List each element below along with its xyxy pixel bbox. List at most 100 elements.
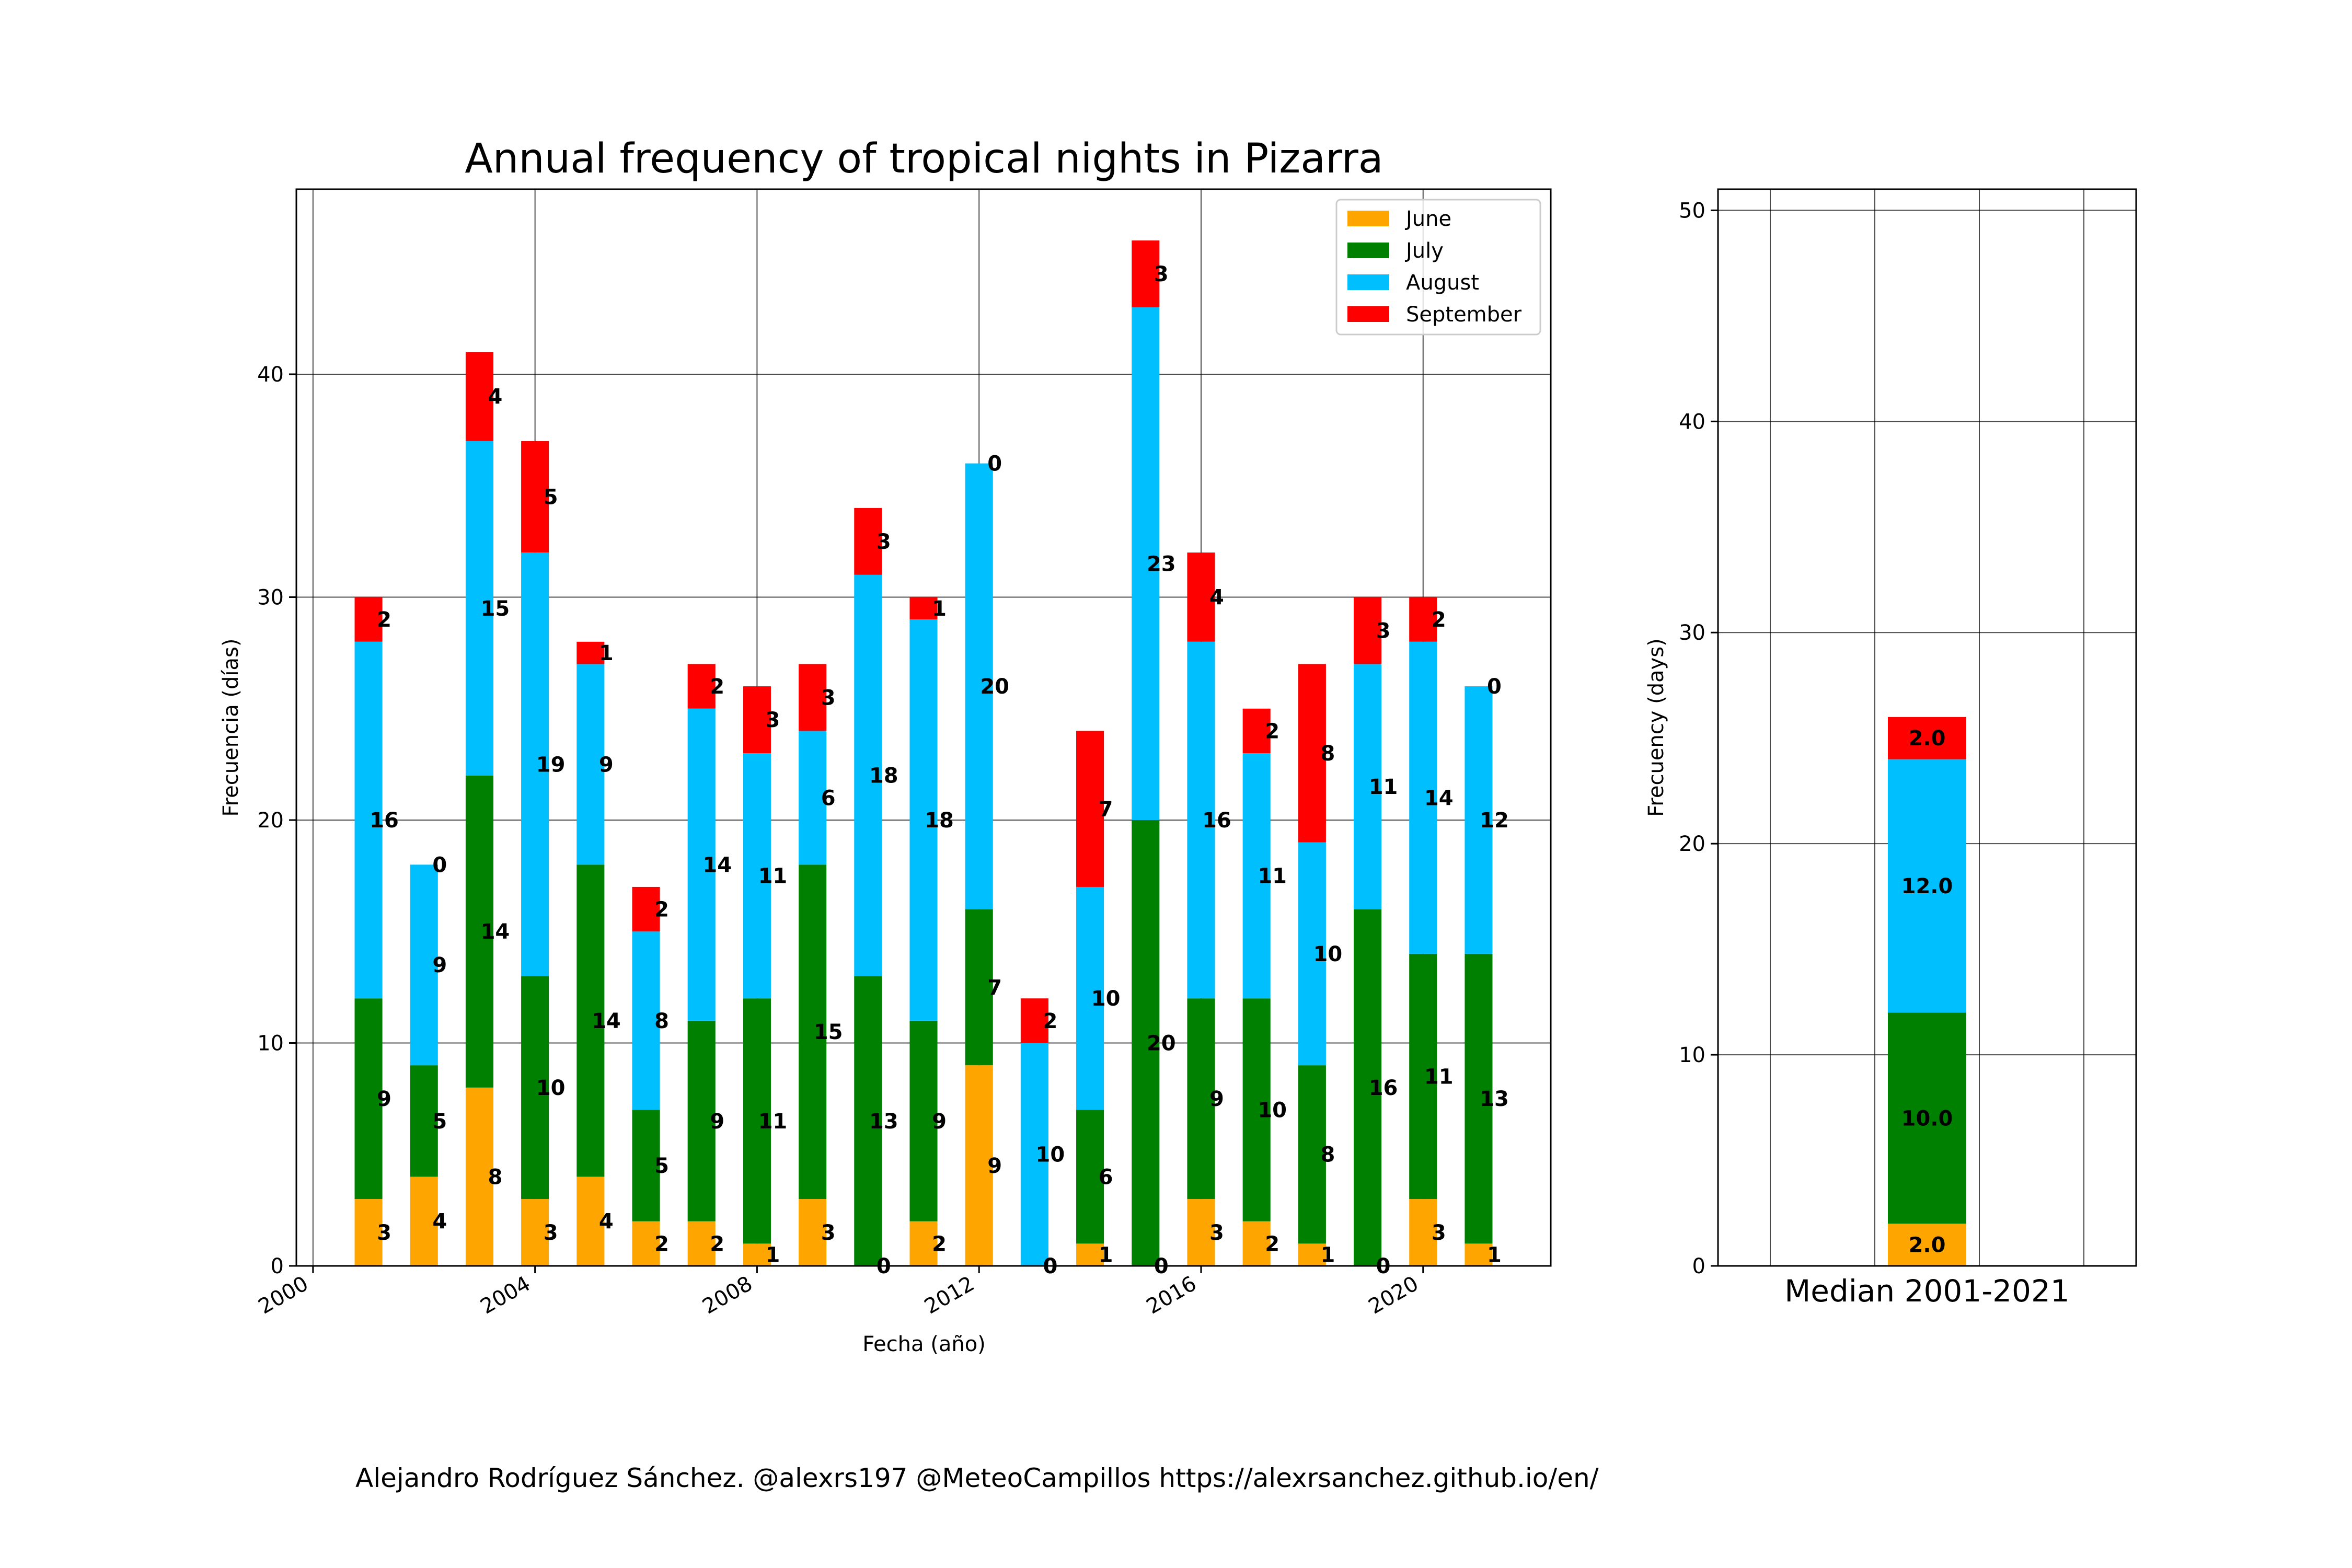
bar-label-july-2004: 10 bbox=[536, 1076, 566, 1100]
bar-label-september-2020: 2 bbox=[1432, 608, 1446, 632]
bar-segment-september-2013 bbox=[1020, 998, 1048, 1043]
bar-segment-september-2011 bbox=[909, 597, 938, 620]
bar-label-july-2010: 13 bbox=[869, 1110, 898, 1134]
bar-label-august-2017: 11 bbox=[1258, 864, 1287, 889]
median-y-tick-label: 50 bbox=[1679, 199, 1705, 223]
bar-label-july-2002: 5 bbox=[432, 1110, 447, 1134]
bar-segment-july-2012 bbox=[965, 909, 993, 1066]
median-plot-area: 2.0 10.0 12.0 2.0 0 10 20 30 40 50 bbox=[1679, 188, 2137, 1278]
bar-segment-august-2014 bbox=[1076, 886, 1104, 1110]
bar-label-august-2008: 11 bbox=[758, 864, 788, 889]
main-x-tick-label: 2008 bbox=[698, 1272, 756, 1319]
bar-segment-september-2008 bbox=[743, 686, 771, 754]
bar-segment-august-2009 bbox=[799, 731, 827, 865]
bar-segment-september-2006 bbox=[632, 886, 660, 932]
bar-label-august-2004: 19 bbox=[536, 753, 566, 777]
bar-label-september-2007: 2 bbox=[710, 675, 724, 699]
bar-segment-august-2005 bbox=[577, 664, 605, 865]
legend-label-august: August bbox=[1406, 271, 1479, 295]
bar-segment-june-2005 bbox=[577, 1177, 605, 1266]
main-x-ticks: 2000 2004 2008 2012 2016 2020 bbox=[255, 1266, 1424, 1319]
bar-label-september-2008: 3 bbox=[765, 708, 780, 732]
bar-label-june-2008: 1 bbox=[765, 1243, 780, 1267]
bar-segment-june-2020 bbox=[1409, 1199, 1437, 1266]
bar-label-september-2019: 3 bbox=[1376, 619, 1391, 643]
median-y-tick-label: 10 bbox=[1679, 1043, 1705, 1067]
main-x-tick-label: 2000 bbox=[255, 1272, 313, 1319]
median-bar-segment-june bbox=[1888, 1224, 1966, 1266]
median-grid bbox=[1718, 189, 2136, 1266]
bar-segment-july-2014 bbox=[1076, 1110, 1104, 1244]
bar-label-august-2007: 14 bbox=[702, 853, 732, 877]
legend: June July August September bbox=[1335, 199, 1541, 336]
bar-label-august-2012: 20 bbox=[980, 675, 1009, 699]
bar-label-july-2006: 5 bbox=[654, 1154, 669, 1178]
main-bars bbox=[354, 240, 1493, 1266]
bar-segment-august-2002 bbox=[410, 864, 438, 1066]
bar-segment-august-2021 bbox=[1465, 686, 1493, 954]
bar-label-august-2010: 18 bbox=[869, 764, 898, 788]
bar-segment-august-2018 bbox=[1298, 842, 1326, 1066]
bar-label-august-2003: 15 bbox=[481, 597, 510, 621]
bar-label-july-2011: 9 bbox=[932, 1110, 947, 1134]
bar-segment-september-2003 bbox=[465, 352, 493, 441]
bar-label-september-2016: 4 bbox=[1209, 585, 1224, 609]
bar-label-september-2010: 3 bbox=[877, 530, 891, 554]
bar-segment-july-2007 bbox=[687, 1020, 716, 1221]
main-x-tick-label: 2004 bbox=[476, 1272, 534, 1319]
bar-segment-august-2015 bbox=[1132, 307, 1160, 820]
bar-label-july-2007: 9 bbox=[710, 1110, 724, 1134]
median-bar-label-september: 2.0 bbox=[1909, 727, 1946, 751]
bar-label-july-2012: 7 bbox=[987, 976, 1002, 1000]
bar-label-september-2015: 3 bbox=[1154, 262, 1169, 286]
main-y-tick-label: 0 bbox=[271, 1254, 284, 1278]
bar-label-july-2008: 11 bbox=[758, 1110, 788, 1134]
bar-segment-july-2008 bbox=[743, 998, 771, 1244]
bar-label-june-2002: 4 bbox=[432, 1210, 447, 1234]
bar-label-september-2014: 7 bbox=[1099, 798, 1113, 822]
median-bar-label-june: 2.0 bbox=[1909, 1233, 1946, 1258]
bar-segment-july-2020 bbox=[1409, 953, 1437, 1200]
bar-segment-september-2018 bbox=[1298, 664, 1326, 843]
bar-segment-august-2007 bbox=[687, 708, 716, 1021]
bar-label-august-2014: 10 bbox=[1091, 987, 1121, 1011]
bar-segment-june-2004 bbox=[521, 1199, 549, 1266]
bar-label-september-2021: 0 bbox=[1487, 675, 1502, 699]
legend-swatch-august bbox=[1347, 274, 1389, 290]
bar-label-september-2009: 3 bbox=[821, 686, 836, 710]
bar-segment-june-2003 bbox=[465, 1087, 493, 1266]
median-bar-label-july: 10.0 bbox=[1901, 1106, 1953, 1131]
main-y-tick-label: 10 bbox=[257, 1031, 284, 1055]
bar-segment-september-2017 bbox=[1242, 708, 1271, 754]
bar-segment-june-2018 bbox=[1298, 1243, 1326, 1266]
bar-segment-july-2019 bbox=[1354, 909, 1382, 1266]
bar-label-july-2017: 10 bbox=[1258, 1098, 1287, 1122]
bar-label-august-2001: 16 bbox=[370, 809, 399, 833]
bar-label-august-2020: 14 bbox=[1424, 786, 1454, 810]
median-y-axis-label: Frecuency (days) bbox=[1644, 638, 1668, 817]
bar-segment-july-2004 bbox=[521, 976, 549, 1200]
bar-label-august-2011: 18 bbox=[925, 809, 954, 833]
legend-label-september: September bbox=[1406, 303, 1522, 327]
bar-segment-september-2001 bbox=[354, 597, 383, 642]
bar-label-july-2020: 11 bbox=[1424, 1065, 1454, 1089]
median-y-tick-label: 20 bbox=[1679, 832, 1705, 856]
median-bar-label-august: 12.0 bbox=[1901, 874, 1953, 898]
median-y-tick-label: 40 bbox=[1679, 410, 1705, 434]
bar-label-june-2016: 3 bbox=[1209, 1221, 1224, 1245]
main-plot-area: 3916245908141543101954149125822914211111… bbox=[255, 188, 1552, 1319]
bar-segment-june-2017 bbox=[1242, 1221, 1271, 1266]
bar-label-july-2001: 9 bbox=[377, 1087, 391, 1111]
bar-segment-september-2020 bbox=[1409, 597, 1437, 642]
bar-label-june-2007: 2 bbox=[710, 1232, 724, 1256]
bar-segment-august-2011 bbox=[909, 619, 938, 1021]
bar-segment-september-2015 bbox=[1132, 240, 1160, 308]
legend-swatch-june bbox=[1347, 211, 1389, 226]
bar-segment-august-2017 bbox=[1242, 753, 1271, 999]
bar-segment-august-2020 bbox=[1409, 641, 1437, 954]
legend-label-june: June bbox=[1404, 207, 1451, 231]
bar-label-june-2011: 2 bbox=[932, 1232, 947, 1256]
bar-segment-july-2002 bbox=[410, 1065, 438, 1177]
median-axes-frame bbox=[1717, 188, 2137, 1267]
bar-segment-june-2008 bbox=[743, 1243, 771, 1266]
